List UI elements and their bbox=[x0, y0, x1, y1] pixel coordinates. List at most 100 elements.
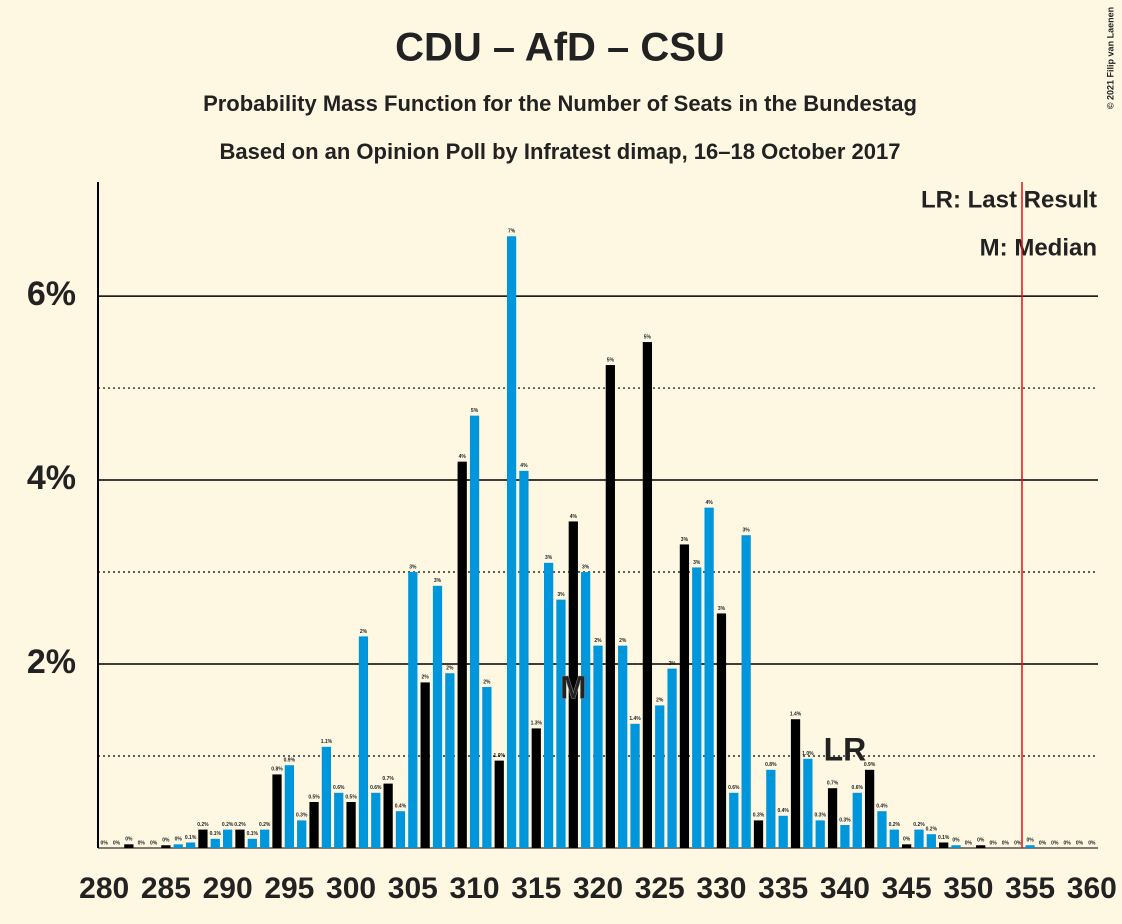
value-label: 4% bbox=[459, 454, 467, 460]
bar bbox=[198, 829, 208, 848]
value-label: 3% bbox=[434, 578, 442, 584]
legend-entry: LR: Last Result bbox=[921, 186, 1097, 213]
value-label: 0.2% bbox=[222, 822, 234, 828]
value-label: 0% bbox=[1014, 840, 1022, 846]
chart-title: CDU – AfD – CSU bbox=[395, 26, 725, 70]
value-label: 0.4% bbox=[777, 808, 789, 814]
bar bbox=[852, 792, 862, 848]
value-label: 5% bbox=[607, 357, 615, 363]
value-label: 0.2% bbox=[234, 822, 246, 828]
chart-subtitle: Based on an Opinion Poll by Infratest di… bbox=[220, 139, 901, 164]
x-tick-label: 345 bbox=[882, 872, 932, 905]
bar bbox=[642, 342, 653, 848]
bar bbox=[445, 673, 455, 848]
value-label: 0.3% bbox=[815, 813, 827, 819]
bar bbox=[815, 820, 825, 848]
bar bbox=[803, 758, 813, 848]
copyright: © 2021 Filip van Laenen bbox=[1105, 7, 1115, 109]
value-label: 4% bbox=[520, 463, 528, 469]
value-label: 0.4% bbox=[395, 804, 407, 810]
value-label: 0.5% bbox=[345, 794, 357, 800]
bar bbox=[889, 829, 899, 848]
value-label: 0.1% bbox=[938, 835, 950, 841]
chart-subtitle: Probability Mass Function for the Number… bbox=[203, 91, 917, 116]
value-label: 4% bbox=[570, 514, 578, 520]
bar bbox=[482, 687, 492, 848]
bar bbox=[469, 415, 480, 848]
value-label: 0.5% bbox=[308, 794, 320, 800]
y-tick-label: 4% bbox=[27, 459, 76, 497]
bar bbox=[297, 820, 307, 848]
legend-entry: M: Median bbox=[980, 234, 1097, 261]
value-label: 0% bbox=[1076, 840, 1084, 846]
value-label: 0.2% bbox=[889, 822, 901, 828]
x-tick-label: 315 bbox=[511, 872, 561, 905]
bar bbox=[321, 746, 332, 848]
x-tick-label: 360 bbox=[1067, 872, 1117, 905]
value-label: 2% bbox=[668, 661, 676, 667]
value-label: 0% bbox=[175, 837, 183, 843]
bar bbox=[704, 507, 714, 848]
x-tick-label: 295 bbox=[264, 872, 314, 905]
value-label: 3% bbox=[718, 606, 726, 612]
value-label: 2% bbox=[619, 638, 627, 644]
value-label: 0% bbox=[101, 840, 109, 846]
value-label: 7% bbox=[508, 229, 516, 235]
value-label: 0.7% bbox=[827, 781, 839, 787]
bar bbox=[926, 834, 936, 848]
bar bbox=[358, 636, 369, 848]
bar bbox=[408, 572, 418, 848]
value-label: 1.4% bbox=[790, 712, 802, 718]
value-label: 0.6% bbox=[728, 785, 740, 791]
bar bbox=[519, 470, 529, 848]
value-label: 3% bbox=[743, 528, 751, 534]
bar bbox=[284, 765, 294, 848]
bar bbox=[506, 236, 517, 848]
value-label: 0% bbox=[162, 838, 170, 844]
value-label: 0.6% bbox=[333, 785, 345, 791]
value-label: 1.3% bbox=[531, 721, 543, 727]
x-tick-label: 330 bbox=[696, 872, 746, 905]
bar bbox=[790, 719, 801, 848]
bar bbox=[260, 829, 270, 848]
value-label: 2% bbox=[422, 675, 430, 681]
value-label: 0% bbox=[1002, 840, 1010, 846]
x-tick-label: 320 bbox=[573, 872, 623, 905]
value-label: 0.9% bbox=[284, 758, 296, 764]
value-label: 0.8% bbox=[271, 767, 283, 773]
value-label: 0.2% bbox=[913, 822, 925, 828]
value-label: 0.3% bbox=[839, 817, 851, 823]
value-label: 3% bbox=[681, 537, 689, 543]
bar bbox=[840, 825, 850, 848]
bar bbox=[334, 792, 344, 848]
bar bbox=[827, 788, 838, 848]
bar bbox=[420, 682, 430, 848]
bar bbox=[457, 461, 467, 848]
x-tick-label: 305 bbox=[388, 872, 438, 905]
bar bbox=[531, 728, 541, 848]
x-tick-label: 280 bbox=[79, 872, 129, 905]
value-label: 0.7% bbox=[382, 776, 394, 782]
value-label: 0.3% bbox=[296, 813, 308, 819]
bar bbox=[766, 769, 776, 848]
value-label: 2% bbox=[446, 666, 454, 672]
bar bbox=[235, 829, 245, 848]
bar bbox=[568, 521, 578, 848]
y-tick-label: 2% bbox=[27, 643, 76, 681]
bar bbox=[939, 842, 949, 848]
value-label: 0.6% bbox=[370, 785, 382, 791]
value-label: 0.2% bbox=[197, 822, 209, 828]
x-tick-label: 310 bbox=[450, 872, 500, 905]
bar bbox=[605, 365, 615, 848]
bar bbox=[371, 792, 381, 848]
value-label: 1.1% bbox=[321, 739, 333, 745]
bar bbox=[692, 567, 702, 848]
bar bbox=[124, 844, 134, 848]
bar bbox=[630, 723, 640, 848]
value-label: 1.4% bbox=[629, 716, 641, 722]
x-tick-label: 335 bbox=[758, 872, 808, 905]
y-tick-label: 6% bbox=[27, 275, 76, 313]
bar bbox=[272, 774, 282, 848]
value-label: 0.3% bbox=[753, 813, 765, 819]
value-label: 3% bbox=[409, 564, 417, 570]
